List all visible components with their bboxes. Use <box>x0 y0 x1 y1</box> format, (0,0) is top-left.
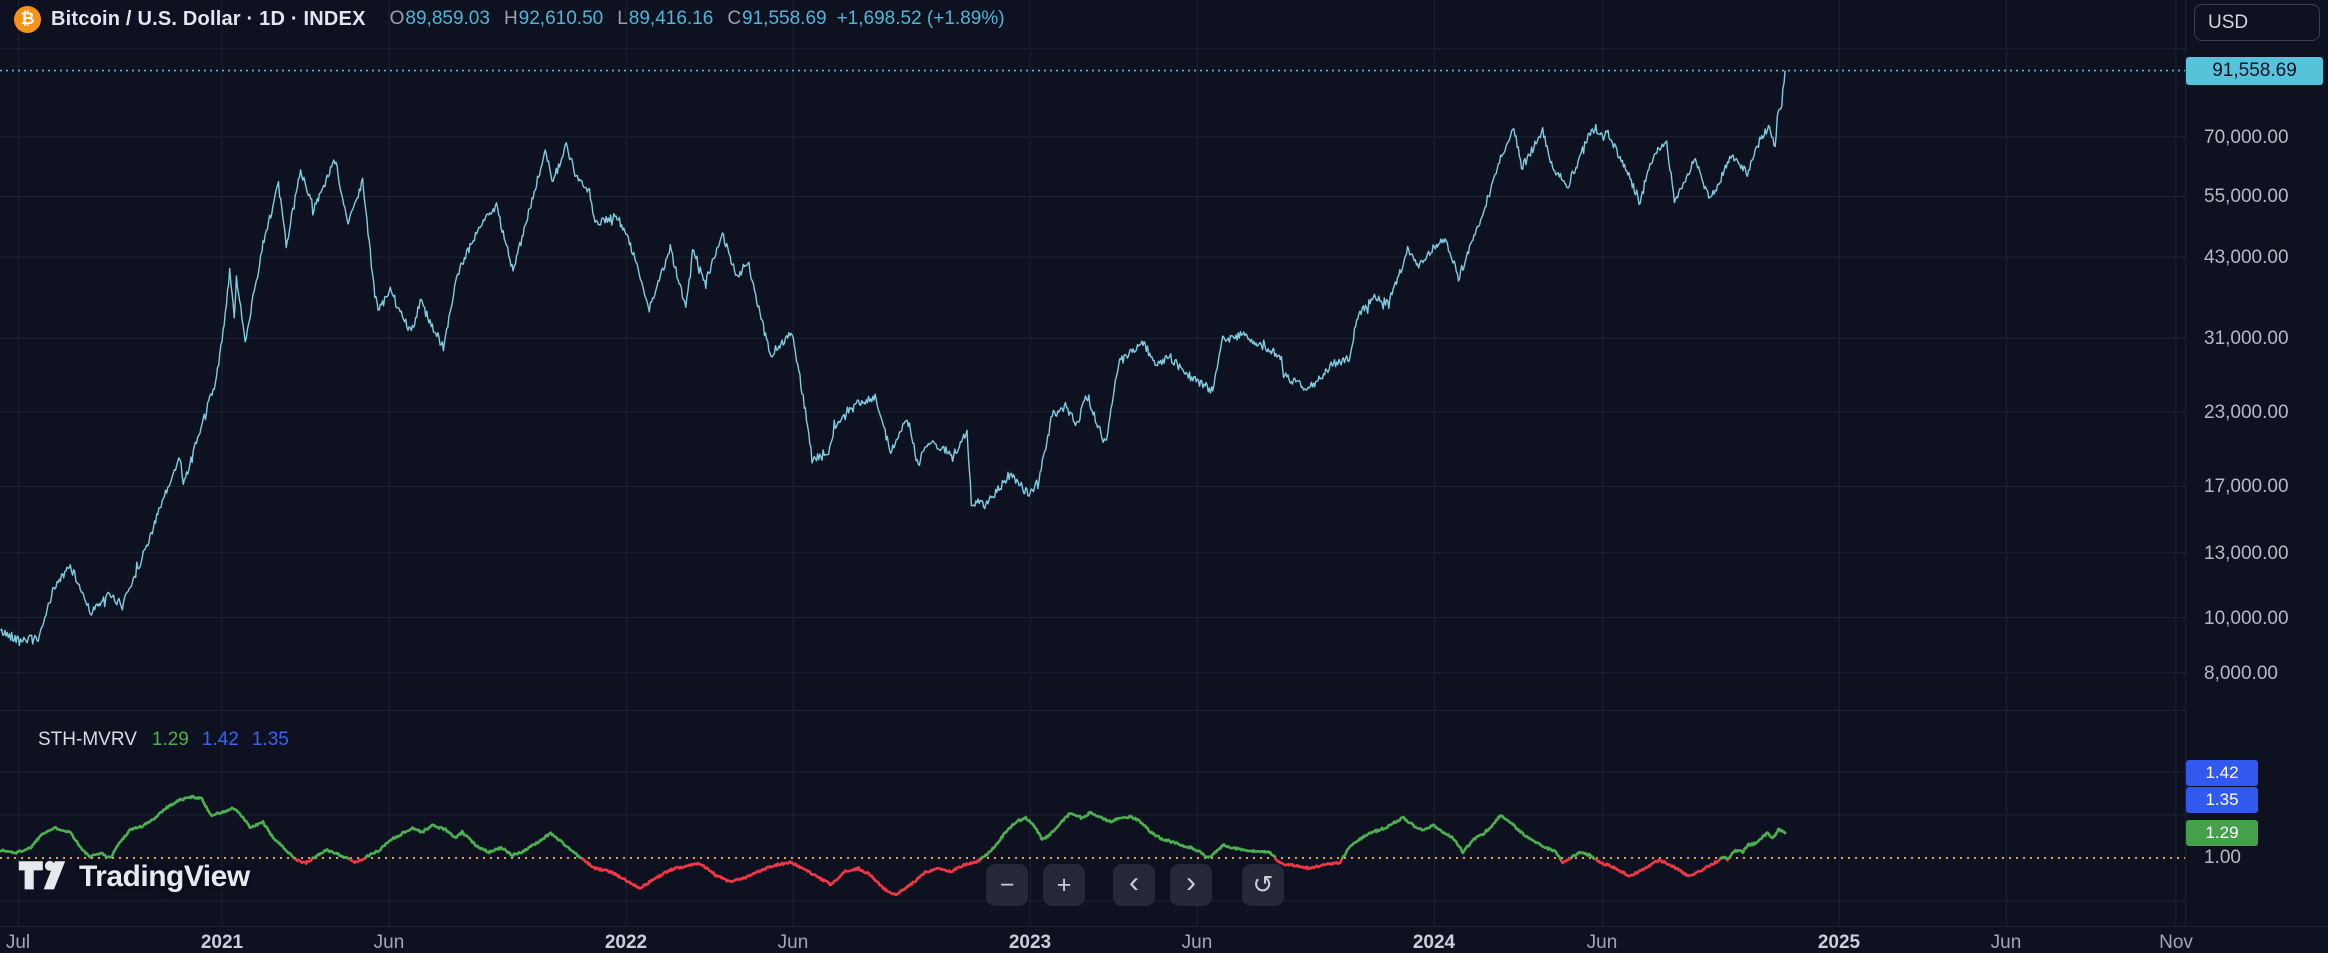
sth-mvrv-line-green <box>0 794 1787 861</box>
price-axis-label: 23,000.00 <box>2204 402 2289 423</box>
time-tick-label[interactable]: Jul <box>5 932 31 953</box>
ohlc-value: 92,610.50 <box>518 8 604 29</box>
btcusd-price-line <box>0 70 1786 647</box>
time-tick-label[interactable]: Jun <box>1586 932 1618 953</box>
ohlc-letter: O <box>389 8 405 29</box>
ohlc-value: 89,416.16 <box>628 8 714 29</box>
scroll-right-button[interactable]: › <box>1170 864 1212 906</box>
symbol-legend: ₿ Bitcoin / U.S. Dollar · 1D · INDEX O 89… <box>14 4 1005 34</box>
time-tick-label[interactable]: Jun <box>1990 932 2022 953</box>
ohlc-values: O 89,859.03 H 92,610.50 L 89,416.16 C 91,558.69 <box>390 8 827 30</box>
time-tick-label[interactable]: 2023 <box>1008 932 1052 953</box>
indicator-axis-badge: 1.29 <box>2186 820 2258 846</box>
price-axis-label: 10,000.00 <box>2204 608 2289 629</box>
time-tick-label[interactable]: Jun <box>373 932 405 953</box>
indicator-axis-badge: 1.42 <box>2186 760 2258 786</box>
currency-label: USD <box>2208 11 2249 33</box>
scroll-left-button[interactable]: ‹ <box>1113 864 1155 906</box>
change-value: +1,698.52 (+1.89%) <box>836 8 1005 29</box>
ohlc-value: 91,558.69 <box>742 8 827 29</box>
tradingview-logo[interactable]: TradingView <box>18 860 250 894</box>
time-tick-label[interactable]: 2025 <box>1817 932 1861 953</box>
price-axis-label: 13,000.00 <box>2204 543 2289 564</box>
ohlc-field-c: C 91,558.69 <box>727 8 826 30</box>
chevron-left-icon: ‹ <box>1129 866 1139 899</box>
zoom-out-button[interactable]: − <box>986 864 1028 906</box>
tradingview-logo-text: TradingView <box>79 860 250 893</box>
price-axis-label: 31,000.00 <box>2204 328 2289 349</box>
reset-icon: ↺ <box>1252 871 1274 899</box>
time-tick-label[interactable]: 2024 <box>1412 932 1456 953</box>
price-axis-label: 70,000.00 <box>2204 127 2289 148</box>
price-axis-label: 43,000.00 <box>2204 247 2289 268</box>
ohlc-value: 89,859.03 <box>405 8 490 29</box>
ohlc-letter: L <box>617 8 628 29</box>
indicator-value: 1.29 <box>151 729 189 750</box>
indicator-title[interactable]: STH-MVRV <box>38 729 137 750</box>
minus-icon: − <box>999 870 1015 899</box>
chevron-right-icon: › <box>1186 866 1196 899</box>
price-axis-separator <box>2185 0 2186 925</box>
tradingview-logo-icon <box>18 860 66 890</box>
symbol-title[interactable]: Bitcoin / U.S. Dollar · 1D · INDEX <box>51 7 366 30</box>
indicator-value: 1.35 <box>251 729 289 750</box>
indicator-axis-badge: 1.35 <box>2186 787 2258 813</box>
plus-icon: + <box>1056 870 1072 899</box>
bitcoin-icon: ₿ <box>14 5 41 33</box>
price-axis-label: 55,000.00 <box>2204 186 2289 207</box>
ohlc-field-l: L 89,416.16 <box>617 8 713 30</box>
price-axis-label: 17,000.00 <box>2204 476 2289 497</box>
indicator-value: 1.42 <box>201 729 239 750</box>
time-tick-label[interactable]: 2021 <box>200 932 244 953</box>
pane-separator[interactable] <box>0 710 2185 711</box>
time-tick-label[interactable]: Jun <box>1181 932 1213 953</box>
ohlc-field-o: O 89,859.03 <box>390 8 490 30</box>
indicator-legend: STH-MVRV 1.29 1.42 1.35 <box>38 729 289 751</box>
time-axis[interactable]: Jul 2021 Jun 2022 Jun 2023 Jun 2024 Jun 2025 Jun No… <box>0 926 2328 953</box>
time-tick-label[interactable]: 2022 <box>604 932 648 953</box>
last-price-badge: 91,558.69 <box>2186 57 2323 85</box>
ohlc-letter: C <box>727 8 742 29</box>
time-tick-label[interactable]: Jun <box>777 932 809 953</box>
price-axis-label: 8,000.00 <box>2204 663 2278 684</box>
zoom-in-button[interactable]: + <box>1043 864 1085 906</box>
reset-view-button[interactable]: ↺ <box>1242 864 1284 906</box>
indicator-baseline-label: 1.00 <box>2204 847 2241 868</box>
ohlc-field-h: H 92,610.50 <box>504 8 603 30</box>
time-tick-label[interactable]: Nov <box>2159 932 2193 953</box>
currency-unit-button[interactable]: USD <box>2194 4 2320 41</box>
ohlc-letter: H <box>503 8 518 29</box>
indicator-values: 1.29 1.42 1.35 <box>152 729 289 751</box>
